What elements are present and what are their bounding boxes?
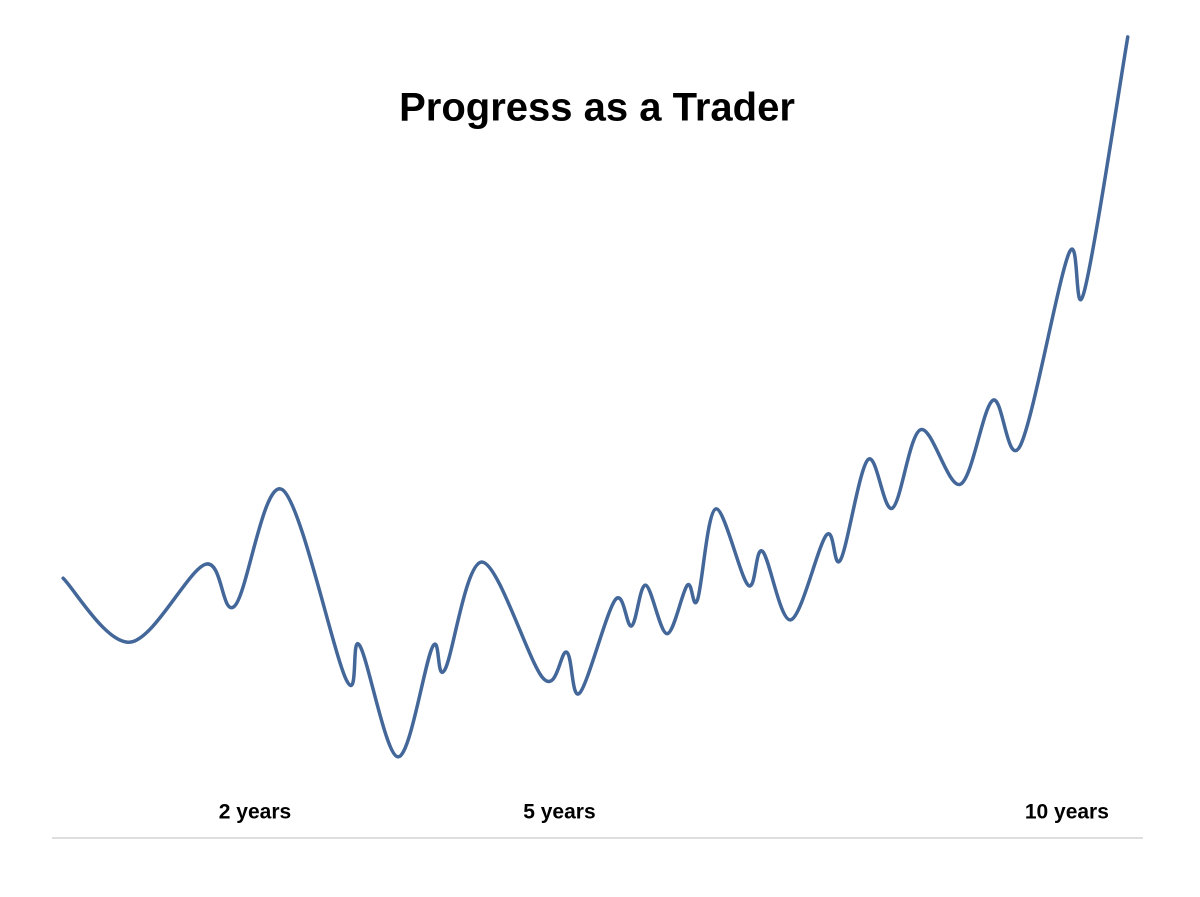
chart-title: Progress as a Trader [399,86,795,130]
x-tick-label: 5 years [523,801,595,824]
line [61,35,1130,759]
x-tick-label: 2 years [219,801,291,824]
x-tick-label: 10 years [1025,801,1109,824]
